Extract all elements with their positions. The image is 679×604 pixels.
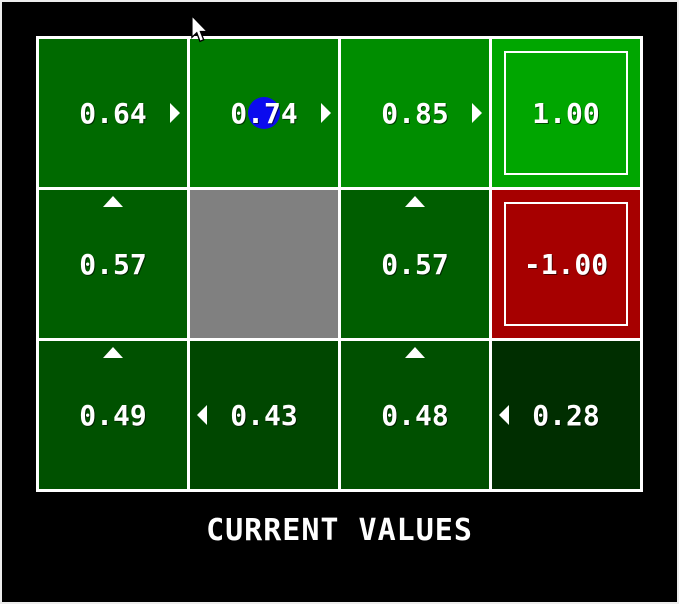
- up-arrow-icon: [405, 196, 425, 207]
- cell-value: 0.49: [79, 398, 147, 432]
- cell-value: 0.28: [532, 398, 600, 432]
- terminal-outline: [504, 51, 628, 175]
- cell-value: 0.64: [79, 96, 147, 130]
- cell-value: 0.57: [79, 247, 147, 281]
- state-cell: 0.74: [190, 39, 338, 187]
- state-cell: 0.43: [190, 341, 338, 489]
- up-arrow-icon: [405, 347, 425, 358]
- state-cell: 0.48: [341, 341, 489, 489]
- cell-value: 0.74: [230, 96, 298, 130]
- left-arrow-icon: [197, 405, 207, 425]
- right-arrow-icon: [170, 103, 180, 123]
- state-cell: 0.85: [341, 39, 489, 187]
- up-arrow-icon: [103, 347, 123, 358]
- cell-value: 0.85: [381, 96, 449, 130]
- state-cell: 0.49: [39, 341, 187, 489]
- cell-value: 1.00: [532, 96, 600, 130]
- mouse-cursor-icon: [190, 14, 210, 47]
- state-cell: 0.57: [39, 190, 187, 338]
- terminal-cell: -1.00: [492, 190, 640, 338]
- cell-value: 0.57: [381, 247, 449, 281]
- state-cell: 0.28: [492, 341, 640, 489]
- cell-value: 0.43: [230, 398, 298, 432]
- caption-current-values: CURRENT VALUES: [206, 513, 473, 548]
- right-arrow-icon: [472, 103, 482, 123]
- cell-value: 0.48: [381, 398, 449, 432]
- left-arrow-icon: [499, 405, 509, 425]
- agent-icon: [248, 97, 280, 129]
- gridworld: 0.64 0.74 0.85 1.00 0.57 0.57 -1.00 0.49 0.43 0.4…: [36, 36, 643, 492]
- wall-cell: [190, 190, 338, 338]
- up-arrow-icon: [103, 196, 123, 207]
- state-cell: 0.64: [39, 39, 187, 187]
- terminal-outline: [504, 202, 628, 326]
- right-arrow-icon: [321, 103, 331, 123]
- cell-value: -1.00: [523, 247, 609, 281]
- terminal-cell: 1.00: [492, 39, 640, 187]
- state-cell: 0.57: [341, 190, 489, 338]
